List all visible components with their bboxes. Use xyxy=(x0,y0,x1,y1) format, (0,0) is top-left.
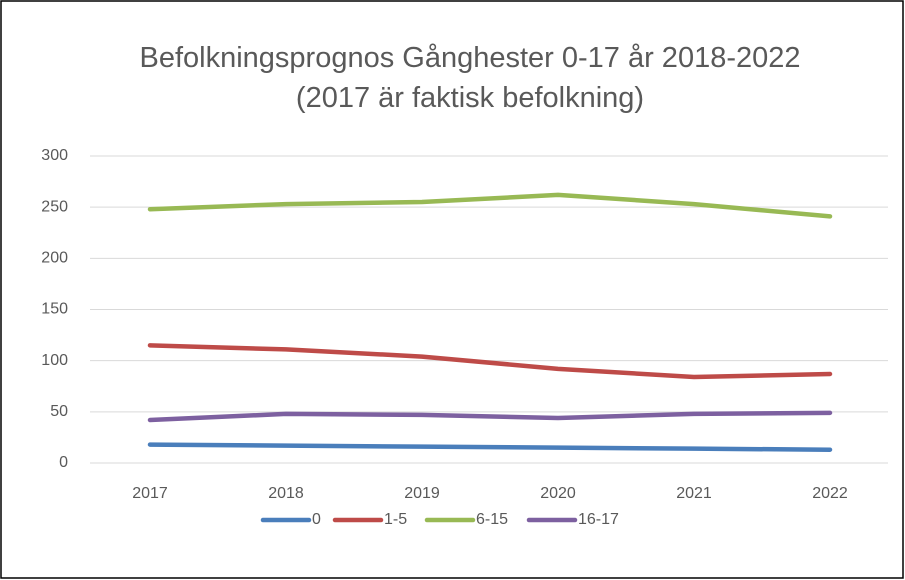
x-tick-label: 2022 xyxy=(812,485,848,502)
y-tick-label: 100 xyxy=(41,352,68,369)
legend-label: 0 xyxy=(312,511,321,528)
legend-label: 16-17 xyxy=(578,511,619,528)
chart-title: Befolkningsprognos Gånghester 0-17 år 20… xyxy=(139,42,801,114)
y-tick-label: 50 xyxy=(50,403,68,420)
y-tick-label: 200 xyxy=(41,250,68,267)
y-tick-label: 0 xyxy=(59,454,68,471)
series-line xyxy=(147,410,833,423)
y-tick-label: 300 xyxy=(41,147,68,164)
series-line xyxy=(147,192,833,219)
x-tick-label: 2019 xyxy=(404,485,440,502)
x-tick-label: 2018 xyxy=(268,485,304,502)
x-tick-label: 2017 xyxy=(132,485,168,502)
legend-label: 1-5 xyxy=(384,511,407,528)
legend-label: 6-15 xyxy=(476,511,508,528)
y-tick-label: 150 xyxy=(41,301,68,318)
series-line xyxy=(147,442,833,452)
series-line xyxy=(147,343,833,380)
x-tick-label: 2020 xyxy=(540,485,576,502)
x-tick-label: 2021 xyxy=(676,485,712,502)
y-tick-label: 250 xyxy=(41,198,68,215)
